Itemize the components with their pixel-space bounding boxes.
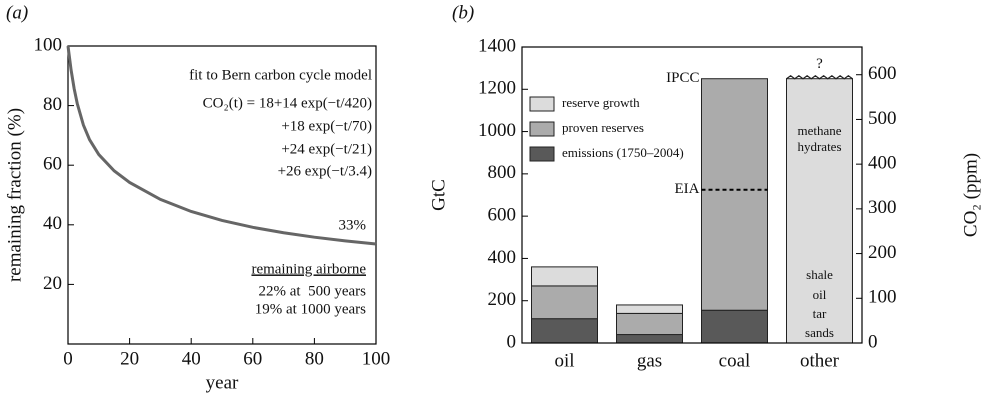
x-tick-label: 100 [362, 348, 391, 369]
y-tick-label: 40 [43, 213, 62, 234]
y-tick-label: 100 [34, 34, 63, 55]
reference-label: IPCC [666, 70, 699, 86]
y-axis-label: GtC [428, 179, 449, 211]
x-axis-label: year [206, 372, 239, 393]
bar-segment [531, 266, 598, 287]
annotation: oil [813, 287, 827, 302]
panel-label: (b) [452, 2, 474, 23]
y-tick-label: 200 [488, 289, 517, 310]
x-tick-label: 0 [63, 348, 73, 369]
bar-segment [701, 78, 768, 311]
bar-segment [616, 334, 683, 344]
zigzag-edge [786, 74, 853, 80]
y2-tick-label: 200 [868, 242, 897, 263]
plot-frame [521, 46, 863, 344]
y-tick-label: 1200 [478, 78, 516, 99]
annotation: +18 exp(−t/70) [281, 118, 372, 134]
annotation: CO₂(t) = 18+14 exp(−t/420) [203, 95, 372, 111]
bar-segment [701, 309, 768, 344]
y2-axis-label: CO₂ (ppm) [960, 153, 981, 237]
y-axis-label: remaining fraction (%) [4, 108, 25, 282]
x-tick-label: coal [719, 350, 751, 371]
annotation: remaining airborne [251, 261, 366, 277]
x-tick-label: other [800, 350, 840, 371]
bar-segment [786, 78, 853, 344]
y-tick-label: 400 [488, 247, 517, 268]
annotation: sands [805, 325, 834, 340]
legend-label: emissions (1750–2004) [562, 145, 684, 160]
x-tick-label: gas [637, 350, 662, 371]
bar-segment [531, 318, 598, 344]
curve [66, 45, 377, 246]
panel-label: (a) [6, 2, 28, 23]
annotation: shale [806, 267, 833, 282]
annotation: 19% at 1000 years [255, 301, 366, 317]
y2-tick-label: 0 [868, 331, 878, 352]
annotation: methane [797, 123, 841, 138]
y-tick-label: 80 [43, 94, 62, 115]
legend-label: reserve growth [562, 95, 640, 110]
x-tick-label: 40 [182, 348, 201, 369]
y2-tick-label: 600 [868, 63, 897, 84]
x-tick-label: 80 [305, 348, 324, 369]
bar-segment [616, 312, 683, 336]
legend-swatch [529, 96, 555, 112]
bar-segment [616, 304, 683, 314]
y-tick-label: 60 [43, 154, 62, 175]
annotation: 22% at 500 years [259, 283, 367, 299]
legend-swatch [529, 121, 555, 137]
annotation: fit to Bern carbon cycle model [189, 67, 372, 83]
y2-tick-label: 400 [868, 153, 897, 174]
y-tick-label: 800 [488, 162, 517, 183]
reference-label: EIA [675, 181, 700, 197]
legend-label: proven reserves [562, 120, 644, 135]
x-tick-label: 60 [243, 348, 262, 369]
annotation: tar [813, 306, 827, 321]
y-tick-label: 1400 [478, 35, 516, 56]
annotation: ? [816, 56, 823, 72]
y2-tick-label: 100 [868, 287, 897, 308]
plot-frame [67, 45, 377, 345]
annotation: hydrates [797, 139, 841, 154]
y-tick-label: 600 [488, 205, 517, 226]
y-tick-label: 1000 [478, 120, 516, 141]
x-tick-label: 20 [120, 348, 139, 369]
legend-swatch [529, 146, 555, 162]
bar-segment [531, 285, 598, 320]
annotation: 33% [339, 217, 367, 233]
y-tick-label: 0 [507, 331, 517, 352]
x-tick-label: oil [554, 350, 574, 371]
y2-tick-label: 300 [868, 197, 897, 218]
y2-tick-label: 500 [868, 108, 897, 129]
annotation: +26 exp(−t/3.4) [278, 163, 372, 179]
annotation: +24 exp(−t/21) [281, 141, 372, 157]
y-tick-label: 20 [43, 273, 62, 294]
